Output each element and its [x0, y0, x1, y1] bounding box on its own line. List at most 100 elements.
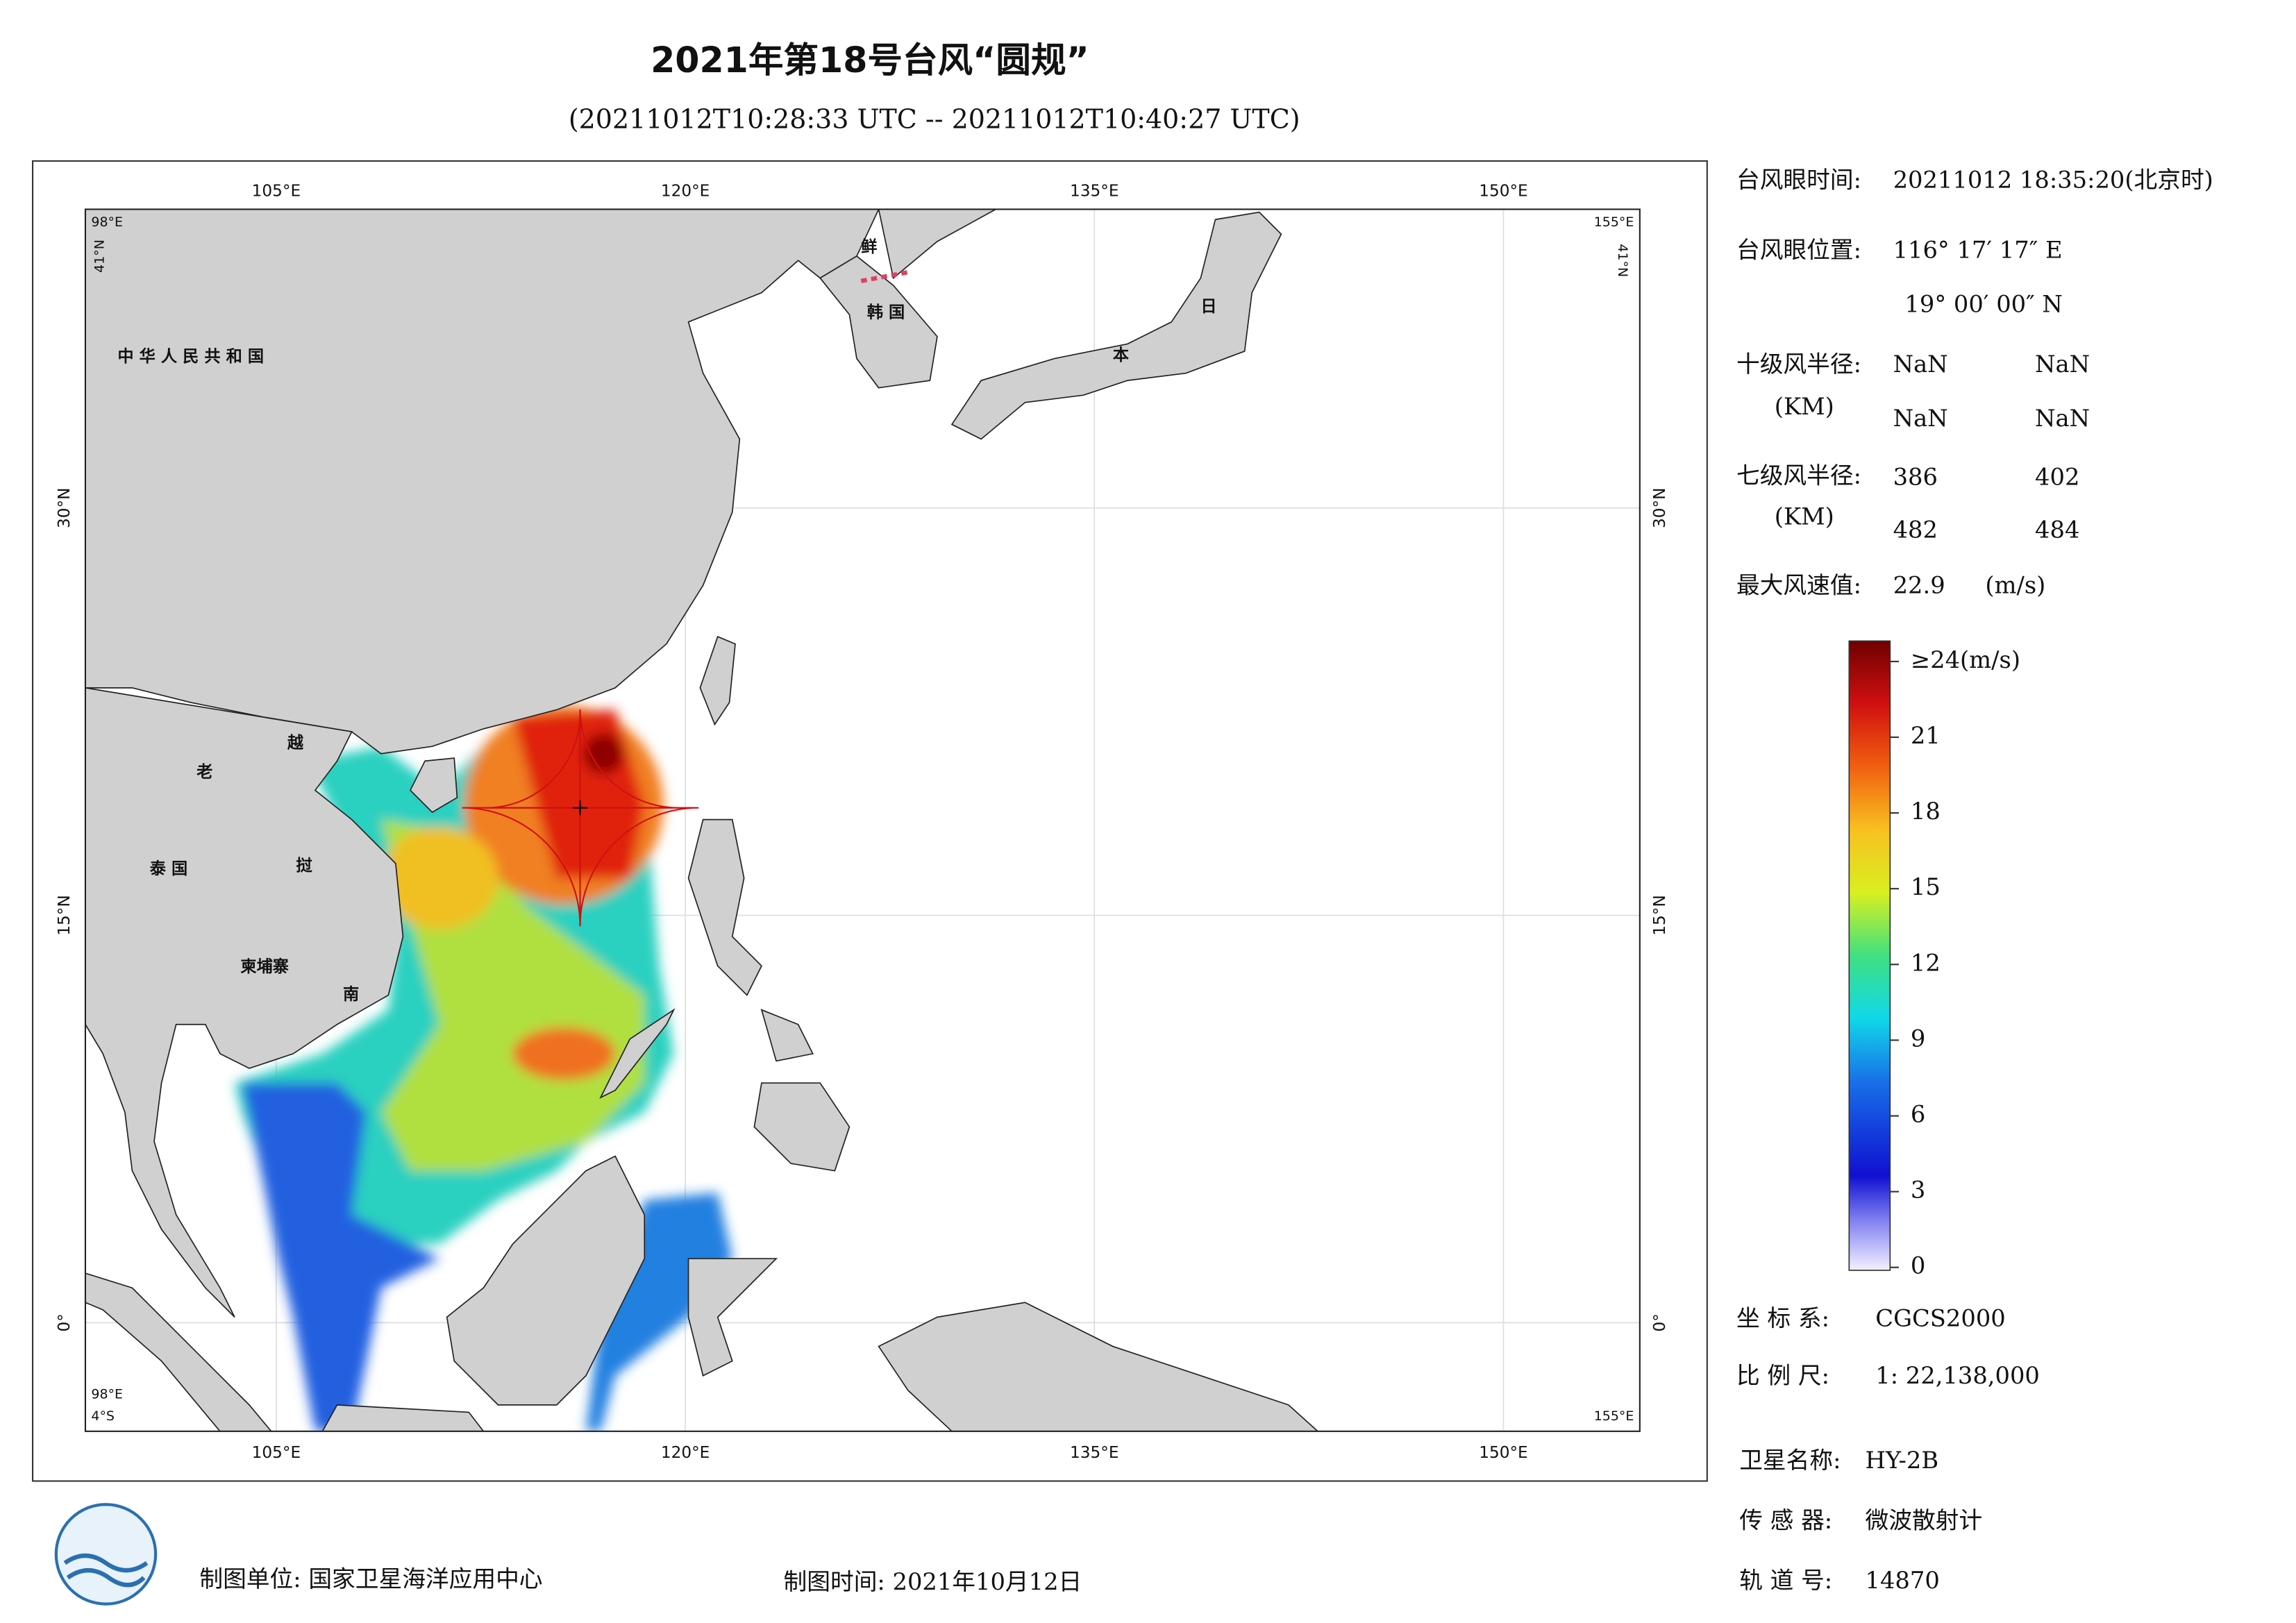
- logo-wave: [63, 1553, 149, 1588]
- info-value: 22.9: [1893, 571, 1945, 598]
- info-label: 十级风半径:: [1736, 351, 1861, 378]
- x-tick-label: 150°E: [1479, 182, 1528, 201]
- map-border: [84, 208, 1641, 1432]
- land-mass: [753, 1082, 850, 1172]
- info-value: 19° 00′ 00″ N: [1904, 291, 2062, 318]
- info-label: 台风眼时间:: [1736, 166, 1861, 193]
- footer-organization: 制图单位: 国家卫星海洋应用中心: [199, 1565, 542, 1592]
- place-label: 南: [343, 985, 359, 1004]
- x-tick-label: 135°E: [1070, 182, 1119, 201]
- y-tick-label: 30°N: [55, 488, 74, 528]
- info-label: 比 例 尺:: [1736, 1362, 1829, 1389]
- colorbar-label: 6: [1911, 1101, 1925, 1128]
- logo: [54, 1503, 158, 1606]
- info-value: 386: [1893, 463, 1938, 490]
- corner-label: 155°E: [1594, 215, 1634, 230]
- place-label: 日: [1200, 297, 1216, 316]
- place-label: 本: [1113, 346, 1130, 364]
- info-value: 484: [2035, 516, 2079, 543]
- info-value: 20211012 18:35:20(北京时): [1893, 166, 2213, 193]
- wind-area: [585, 1193, 732, 1431]
- info-label: 轨 道 号:: [1739, 1567, 1832, 1594]
- radius-arc: [579, 807, 699, 927]
- info-label: 坐 标 系:: [1736, 1305, 1829, 1332]
- info-label: 最大风速值:: [1736, 571, 1861, 598]
- info-unit: (m/s): [1985, 571, 2045, 598]
- x-tick-label: 135°E: [1070, 1443, 1119, 1462]
- map-frame: [31, 160, 1708, 1482]
- land-mass: [321, 1404, 485, 1431]
- land-mass: [85, 1272, 272, 1431]
- wind-area: [583, 733, 624, 775]
- info-value: NaN: [1893, 351, 1948, 378]
- land-mass: [699, 635, 736, 726]
- corner-label: 41°N: [92, 239, 108, 273]
- corner-label: 98°E: [91, 215, 123, 230]
- colorbar-label: 9: [1911, 1025, 1925, 1052]
- place-label: 韩 国: [867, 303, 905, 322]
- place-label: 中 华 人 民 共 和 国: [117, 347, 264, 366]
- land-mass: [878, 209, 996, 280]
- place-label: 老: [196, 763, 212, 782]
- colorbar-ramp: [1848, 640, 1891, 1271]
- place-label: 挝: [296, 857, 313, 875]
- info-label: 卫星名称:: [1739, 1447, 1841, 1474]
- wind-field: [234, 705, 732, 1431]
- info-value: 14870: [1866, 1567, 1940, 1594]
- corner-label: 155°E: [1594, 1408, 1634, 1424]
- info-value: HY-2B: [1866, 1447, 1939, 1474]
- info-unit: (KM): [1775, 393, 1834, 420]
- corner-label: 98°E: [91, 1387, 123, 1402]
- colorbar-label: 15: [1911, 873, 1941, 900]
- info-value: 482: [1893, 516, 1938, 543]
- info-panel: 台风眼时间: 20211012 18:35:20(北京时) 台风眼位置: 116° 1…: [1736, 166, 2213, 1594]
- info-label: 台风眼位置:: [1736, 237, 1861, 264]
- wind-area: [380, 827, 498, 930]
- border-line: [860, 270, 909, 283]
- title: 2021年第18号台风“圆规”: [651, 40, 1089, 81]
- corner-label: 41°N: [1615, 244, 1630, 277]
- land-mass: [878, 1302, 1319, 1431]
- y-tick-label: 0°: [55, 1313, 74, 1331]
- info-label: 七级风半径:: [1736, 462, 1861, 489]
- wind-radius: [462, 709, 699, 927]
- info-value: NaN: [2035, 405, 2090, 432]
- subtitle: (20211012T10:28:33 UTC -- 20211012T10:40…: [569, 103, 1300, 134]
- info-value: NaN: [1893, 405, 1948, 432]
- map-ticks: 105°E 105°E 120°E 120°E 135°E 135°E 150°E 150°E…: [55, 182, 1669, 1462]
- colorbar-label: 18: [1911, 798, 1941, 825]
- place-label: 柬埔寨: [240, 957, 289, 976]
- footer-date: 制图时间: 2021年10月12日: [784, 1568, 1082, 1595]
- y-tick-label: 30°N: [1650, 488, 1669, 528]
- y-tick-label: 15°N: [55, 895, 74, 935]
- x-tick-label: 150°E: [1479, 1443, 1528, 1462]
- land-mass: [950, 211, 1282, 440]
- logo-ring: [54, 1503, 158, 1606]
- land-mass: [819, 255, 938, 389]
- colorbar-label: ≥24(m/s): [1911, 646, 2020, 673]
- eye-marker: [572, 800, 588, 816]
- land-mass: [409, 757, 458, 814]
- radius-arc: [579, 709, 679, 809]
- land-mass: [687, 818, 762, 997]
- info-value: NaN: [2035, 351, 2090, 378]
- land-mass: [760, 1009, 814, 1062]
- land-mass: [599, 1008, 676, 1100]
- radius-arc: [485, 713, 581, 809]
- corner-label: 4°S: [91, 1408, 115, 1424]
- x-tick-label: 105°E: [252, 1443, 301, 1462]
- x-tick-label: 105°E: [252, 182, 301, 201]
- colorbar-label: 3: [1911, 1177, 1925, 1204]
- info-value: CGCS2000: [1875, 1305, 2005, 1332]
- info-value: 116° 17′ 17″ E: [1893, 237, 2063, 264]
- wind-area: [512, 1027, 616, 1080]
- colorbar-label: 12: [1911, 949, 1941, 976]
- info-value: 1: 22,138,000: [1875, 1362, 2040, 1389]
- place-label: 越: [287, 733, 304, 752]
- info-value: 402: [2035, 463, 2079, 490]
- place-label: 鲜: [861, 237, 877, 256]
- colorbar-label: 0: [1911, 1252, 1925, 1279]
- colorbar: 0 3 6 9 12 15 18 21 ≥24(m/s): [1848, 640, 2020, 1279]
